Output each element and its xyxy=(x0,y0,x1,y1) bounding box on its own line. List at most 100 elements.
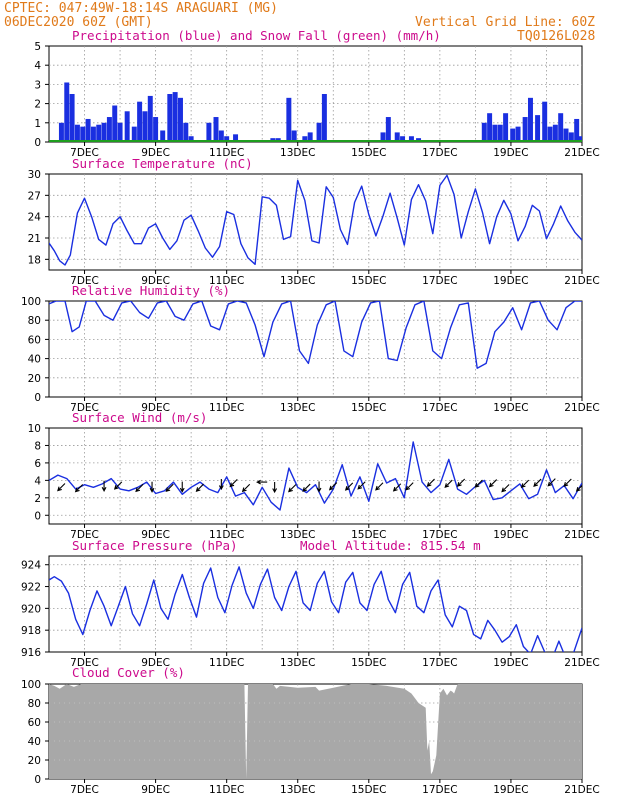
cloud-ytick-label: 20 xyxy=(28,755,41,767)
wind-arrow xyxy=(520,479,530,489)
rh-ytick-label: 100 xyxy=(21,296,41,308)
temp-xtick-label: 7DEC xyxy=(70,275,99,287)
wind-arrow xyxy=(328,482,338,491)
rh-xtick-label: 7DEC xyxy=(70,402,99,414)
precip-bar xyxy=(291,130,297,142)
cloud-xtick-label: 9DEC xyxy=(141,784,170,796)
precip-bar xyxy=(542,101,548,142)
pressure-title: Surface Pressure (hPa) xyxy=(72,538,238,553)
wind-frame xyxy=(48,427,583,525)
temp-xtick-label: 9DEC xyxy=(141,275,170,287)
temp-xtick-label: 15DEC xyxy=(351,275,386,287)
precip-bar xyxy=(515,126,521,142)
precip-bar xyxy=(522,117,528,142)
precip-bar xyxy=(558,113,564,142)
rh-xtick-label: 15DEC xyxy=(351,402,386,414)
temp-ytick-label: 27 xyxy=(28,190,41,202)
precip-bar xyxy=(206,122,212,142)
wind-ytick-label: 4 xyxy=(34,475,41,487)
pressure-xtick-label: 9DEC xyxy=(141,657,170,669)
wind-arrow xyxy=(149,481,155,493)
precip-bar xyxy=(510,128,516,142)
wind-ytick-label: 6 xyxy=(34,458,41,470)
wind-arrow xyxy=(57,483,66,492)
rh-xtick-label: 21DEC xyxy=(564,402,599,414)
pressure-xtick-label: 11DEC xyxy=(209,657,244,669)
wind-arrow xyxy=(501,484,510,493)
wind-arrow xyxy=(563,478,572,487)
precip-bar xyxy=(394,132,400,142)
precip-bar xyxy=(183,122,189,142)
wind-xtick-label: 11DEC xyxy=(209,529,244,541)
precip-ytick-label: 1 xyxy=(34,118,41,130)
wind-panel: 0 2 4 6 8 10 7DEC 9DEC 11DEC 13DEC 15DEC 17DEC 19DEC… xyxy=(28,423,600,541)
wind-arrow xyxy=(165,483,174,493)
precip-bar xyxy=(380,132,386,142)
pressure-xtick-label: 7DEC xyxy=(70,657,99,669)
precip-bar xyxy=(408,136,414,142)
temp-panel: 18 21 24 27 30 7DEC 9DEC 11DEC 13DEC 15DEC 17DEC 19… xyxy=(28,169,600,287)
precip-bar xyxy=(142,111,148,142)
rh-ytick-label: 20 xyxy=(28,373,41,385)
cloud-panel: 0 20 40 60 80 100 7DEC 9DEC 11DEC 13DEC 15DEC 17DEC… xyxy=(21,679,600,796)
precip-bar xyxy=(503,113,509,142)
cloud-ytick-label: 60 xyxy=(28,717,41,729)
precip-bar xyxy=(96,124,102,142)
wind-xtick-label: 7DEC xyxy=(70,529,99,541)
wind-xtick-label: 9DEC xyxy=(141,529,170,541)
rh-series-line xyxy=(49,301,582,369)
wind-arrow xyxy=(272,482,278,494)
wind-arrow xyxy=(179,481,185,493)
rh-title: Relative Humidity (%) xyxy=(72,283,230,298)
pressure-ytick-label: 920 xyxy=(21,603,41,615)
precip-bar xyxy=(307,132,313,142)
wind-arrow xyxy=(474,479,483,488)
cloud-ytick-label: 80 xyxy=(28,698,41,710)
precip-bar xyxy=(563,128,569,142)
wind-ytick-label: 8 xyxy=(34,440,41,452)
temp-frame xyxy=(48,173,583,271)
rh-ytick-label: 40 xyxy=(28,354,41,366)
precip-bar xyxy=(302,136,308,142)
wind-arrow xyxy=(488,479,498,488)
precip-bar xyxy=(177,97,183,142)
wind-arrow xyxy=(288,484,297,493)
temp-title: Surface Temperature (nC) xyxy=(72,156,253,171)
precip-xtick-label: 7DEC xyxy=(70,147,99,159)
temp-ytick-label: 30 xyxy=(28,169,41,181)
cloud-xtick-label: 7DEC xyxy=(70,784,99,796)
wind-arrow xyxy=(316,481,322,493)
wind-xtick-label: 17DEC xyxy=(422,529,457,541)
pressure-xtick-label: 17DEC xyxy=(422,657,457,669)
rh-panel: 0 20 40 60 80 100 7DEC 9DEC 11DEC 13DEC 15DEC 17DEC… xyxy=(21,296,600,414)
wind-xtick-label: 21DEC xyxy=(564,529,599,541)
precip-bar xyxy=(286,97,292,142)
precip-bar xyxy=(80,126,86,142)
precip-bar xyxy=(137,101,143,142)
cloud-xtick-label: 17DEC xyxy=(422,784,457,796)
wind-arrow xyxy=(357,481,366,490)
wind-series-line xyxy=(49,441,582,511)
precip-xtick-label: 13DEC xyxy=(280,147,315,159)
rh-xtick-label: 17DEC xyxy=(422,402,457,414)
precip-bar xyxy=(385,117,391,142)
pressure-ytick-label: 918 xyxy=(21,625,41,637)
precip-bar xyxy=(172,92,178,142)
wind-arrow xyxy=(405,482,414,491)
pressure-xtick-label: 15DEC xyxy=(351,657,386,669)
precip-bar xyxy=(101,122,107,142)
temp-xtick-label: 17DEC xyxy=(422,275,457,287)
precip-ytick-label: 3 xyxy=(34,79,41,91)
cloud-xtick-label: 13DEC xyxy=(280,784,315,796)
precip-bar xyxy=(106,117,112,142)
precip-bar xyxy=(218,130,224,142)
pressure-subtitle: Model Altitude: 815.54 m xyxy=(300,538,481,553)
precip-bar xyxy=(497,124,503,142)
wind-ytick-label: 10 xyxy=(28,423,41,435)
wind-arrow xyxy=(426,478,435,487)
wind-xtick-label: 19DEC xyxy=(493,529,528,541)
temp-xtick-label: 11DEC xyxy=(209,275,244,287)
precip-xtick-label: 15DEC xyxy=(351,147,386,159)
precip-bar xyxy=(58,122,64,142)
